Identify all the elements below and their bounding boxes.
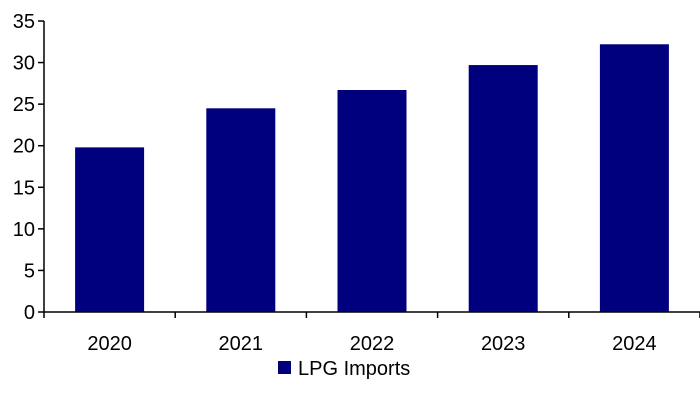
x-tick-label-2021: 2021 <box>219 333 264 355</box>
legend-label-lpg-imports: LPG Imports <box>298 358 410 380</box>
bar-2024 <box>599 44 669 312</box>
x-ticks-group: 2020 2021 2022 2023 2024 <box>43 312 700 355</box>
y-ticks-group: 0 5 10 15 20 25 30 35 <box>13 11 44 324</box>
x-tick-label-2023: 2023 <box>481 333 526 355</box>
bar-2020 <box>75 147 145 312</box>
bars-group <box>75 44 669 313</box>
legend-swatch-lpg-imports <box>278 361 291 374</box>
y-tick-label: 15 <box>13 177 35 199</box>
y-tick-label: 10 <box>13 219 35 241</box>
y-tick-label: 25 <box>13 94 35 116</box>
bar-2021 <box>206 108 276 312</box>
x-tick-label-2022: 2022 <box>350 333 395 355</box>
x-tick-label-2024: 2024 <box>612 333 657 355</box>
bar-2023 <box>468 65 538 313</box>
bar-2022 <box>337 90 407 312</box>
y-tick-label: 35 <box>13 11 35 33</box>
y-tick-label: 5 <box>24 260 35 282</box>
y-tick-label: 0 <box>24 302 35 324</box>
axes-group <box>43 21 700 313</box>
x-tick-label-2020: 2020 <box>87 333 132 355</box>
y-tick-label: 20 <box>13 136 35 158</box>
legend: LPG Imports <box>278 358 410 380</box>
y-tick-label: 30 <box>13 53 35 75</box>
